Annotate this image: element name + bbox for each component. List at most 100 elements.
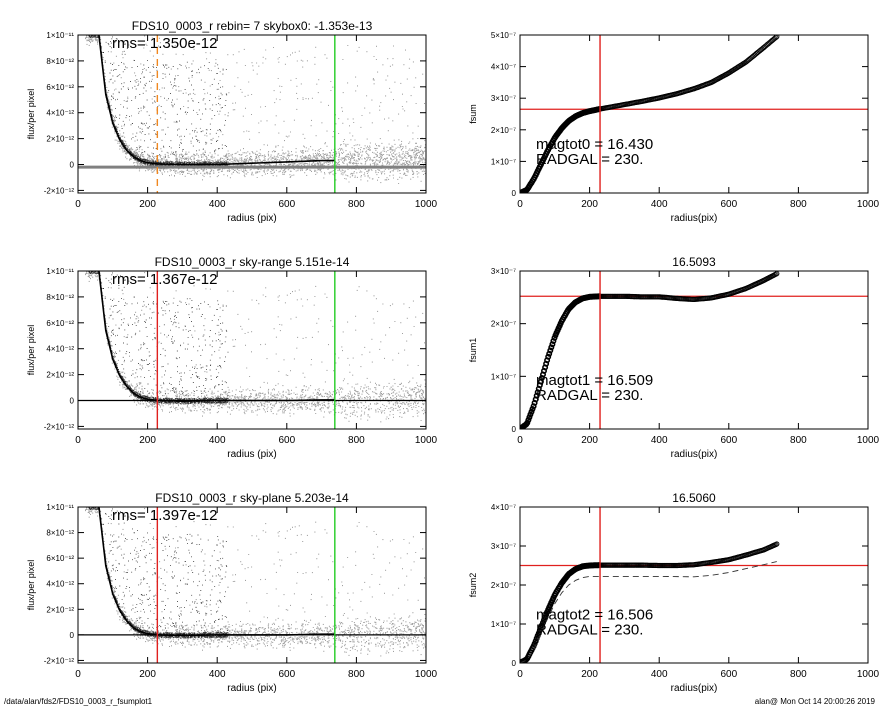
series-dashed-fsum2: [520, 561, 777, 663]
point: [774, 35, 780, 40]
xtick-label: 0: [75, 669, 81, 680]
y-axis-label: flux/per pixel: [26, 89, 36, 140]
ytick-label: 2×10⁻¹²: [46, 605, 74, 614]
x-axis-label: radius (pix): [227, 449, 276, 460]
ytick-label: 3×10⁻⁷: [491, 542, 516, 551]
point: [547, 347, 554, 354]
magtot-annotation: magtot2 = 16.506: [536, 606, 653, 623]
chart-title: FDS10_0003_r rebin= 7 skybox0: -1.353e-1…: [132, 19, 373, 33]
panel-fsum: 0 200 400 600 800 1000 0 1×10⁻⁷ 2×10⁻⁷ 3×10⁻⁷ 4×10…: [468, 31, 880, 224]
point: [545, 353, 552, 360]
x-axis-label: radius(pix): [671, 449, 718, 460]
xtick-label: 1000: [415, 435, 438, 446]
point: [528, 408, 535, 415]
xtick-label: 400: [209, 669, 226, 680]
ytick-label: 1×10⁻⁷: [491, 157, 516, 166]
ytick-label: 8×10⁻¹²: [46, 293, 74, 302]
panel-flux1: 0 200 400 600 800 1000-2×10⁻¹²02×10⁻¹²4×10⁻¹²…: [26, 19, 438, 224]
point: [549, 341, 556, 348]
radgal-annotation: RADGAL = 230.: [536, 387, 643, 404]
ytick-label: 4×10⁻¹²: [46, 345, 74, 354]
ytick-label: 4×10⁻⁷: [491, 63, 516, 72]
xtick-label: 800: [348, 199, 365, 210]
xtick-label: 0: [517, 669, 523, 680]
xtick-label: 800: [790, 669, 807, 680]
chart-title: 16.5060: [672, 491, 716, 505]
xtick-label: 1000: [415, 199, 438, 210]
xtick-label: 400: [209, 435, 226, 446]
plot-area-fsum2: [520, 541, 868, 663]
radgal-annotation: RADGAL = 230.: [536, 151, 643, 168]
chart-title: FDS10_0003_r sky-plane 5.203e-14: [155, 491, 349, 505]
xtick-label: 800: [790, 199, 807, 210]
ytick-label: 0: [512, 425, 517, 434]
ytick-label: 0: [512, 189, 517, 198]
xtick-label: 800: [790, 435, 807, 446]
ytick-label: 1×10⁻¹¹: [46, 31, 74, 40]
ytick-label: -2×10⁻¹²: [44, 422, 75, 431]
xtick-label: 0: [517, 435, 523, 446]
xtick-label: 600: [720, 669, 737, 680]
plot-area-flux2: [78, 271, 426, 423]
ytick-label: 8×10⁻¹²: [46, 529, 74, 538]
point: [524, 419, 531, 426]
series-markers-fsum1: [520, 271, 780, 429]
series-markers-fsum2: [520, 541, 780, 663]
y-axis-label: fsum2: [468, 573, 478, 598]
axes-frame-fsum: [519, 34, 869, 194]
ytick-label: 4×10⁻¹²: [46, 580, 74, 589]
series-markers-fsum: [520, 35, 780, 193]
ytick-label: 3×10⁻⁷: [491, 267, 516, 276]
axes-frame-fsum2: [519, 506, 869, 664]
ytick-label: -2×10⁻¹²: [44, 656, 75, 665]
plot-area-fsum1: [520, 271, 868, 429]
footer-file-path: /data/alan/fds2/FDS10_0003_r_fsumplot1: [4, 697, 153, 706]
xtick-label: 400: [651, 435, 668, 446]
rms-annotation: rms= 1.367e-12: [112, 271, 217, 288]
xtick-label: 200: [581, 669, 598, 680]
xtick-label: 200: [139, 199, 156, 210]
xtick-label: 600: [278, 435, 295, 446]
xtick-label: 0: [75, 199, 81, 210]
ytick-label: 5×10⁻⁷: [491, 31, 516, 40]
panel-flux3: 0 200 400 600 800 1000-2×10⁻¹²02×10⁻¹²4×10⁻¹²…: [26, 491, 438, 694]
xtick-label: 600: [278, 199, 295, 210]
axes-frame-flux2: [77, 270, 427, 430]
y-axis-label: fsum: [468, 104, 478, 124]
xtick-label: 600: [720, 199, 737, 210]
xtick-label: 400: [651, 199, 668, 210]
x-axis-label: radius(pix): [671, 683, 718, 694]
xtick-label: 800: [348, 669, 365, 680]
ytick-label: 0: [70, 397, 75, 406]
panel-fsum1: 0 200 400 600 800 1000 0 1×10⁻⁷ 2×10⁻⁷ 3×10⁻⁷ radi…: [468, 255, 880, 460]
x-axis-label: radius(pix): [671, 213, 718, 224]
chart-title: FDS10_0003_r sky-range 5.151e-14: [155, 255, 350, 269]
xtick-label: 1000: [857, 199, 880, 210]
xtick-label: 200: [139, 669, 156, 680]
plot-area-flux3: [78, 507, 426, 657]
ytick-label: 8×10⁻¹²: [46, 57, 74, 66]
xtick-label: 200: [139, 435, 156, 446]
ytick-label: 6×10⁻¹²: [46, 319, 74, 328]
mean-profile-flux3: [98, 507, 335, 637]
x-axis-label: radius (pix): [227, 683, 276, 694]
chart-title: 16.5093: [672, 255, 716, 269]
xtick-label: 800: [348, 435, 365, 446]
ytick-label: 1×10⁻⁷: [491, 372, 516, 381]
xtick-label: 600: [720, 435, 737, 446]
radgal-annotation: RADGAL = 230.: [536, 621, 643, 638]
ytick-label: 3×10⁻⁷: [491, 94, 516, 103]
rms-annotation: rms= 1.350e-12: [112, 35, 217, 52]
rms-annotation: rms= 1.397e-12: [112, 507, 217, 524]
panel-flux2: 0 200 400 600 800 1000-2×10⁻¹²02×10⁻¹²4×10⁻¹²…: [26, 255, 438, 460]
footer-timestamp: alan@ Mon Oct 14 20:00:26 2019: [754, 697, 875, 706]
mean-profile-flux1: [98, 35, 335, 166]
y-axis-label: fsum1: [468, 338, 478, 363]
xtick-label: 200: [581, 199, 598, 210]
xtick-label: 600: [278, 669, 295, 680]
mean-profile-flux2: [98, 271, 335, 403]
ytick-label: 2×10⁻¹²: [46, 135, 74, 144]
ytick-label: 4×10⁻⁷: [491, 503, 516, 512]
ytick-label: 2×10⁻⁷: [491, 320, 516, 329]
